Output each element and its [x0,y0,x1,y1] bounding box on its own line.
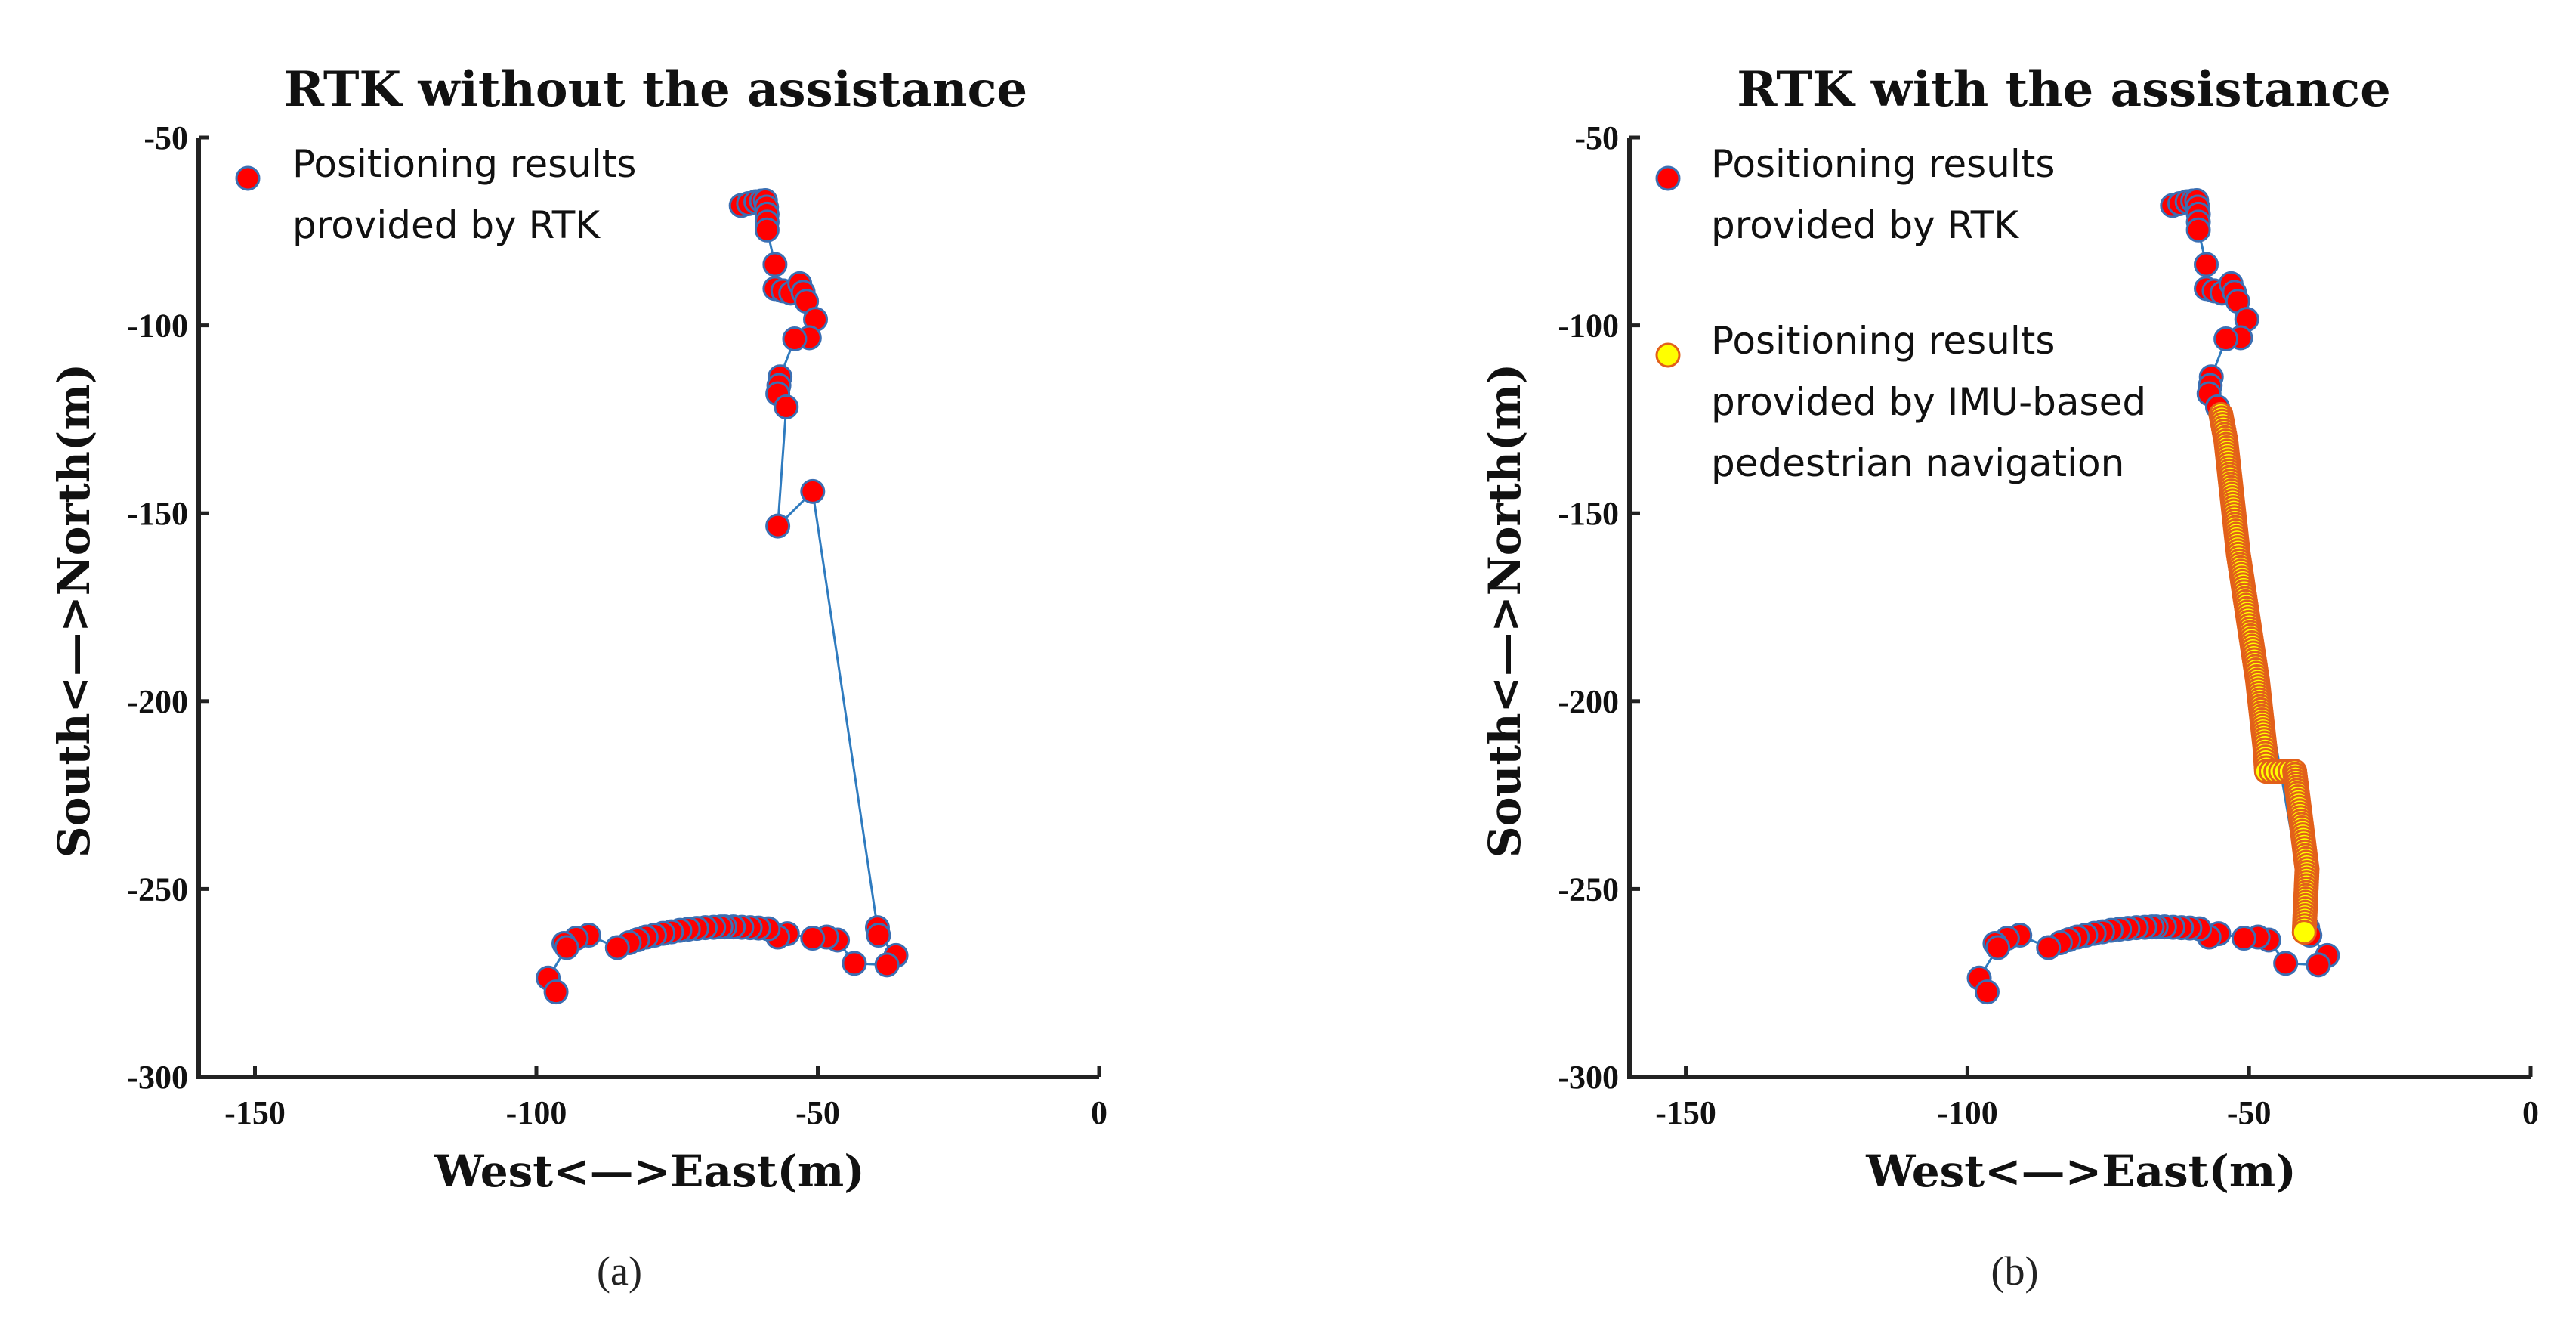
caption: (b) [1991,1248,2039,1294]
data-point [2291,920,2317,945]
y-tick-label: -100 [127,308,188,345]
y-tick-label: -250 [1558,871,1619,908]
legend-marker [235,165,261,191]
x-tick-label: 0 [1091,1094,1107,1131]
data-point [2194,252,2219,277]
data-point [2273,951,2299,976]
legend-label: pedestrian navigation [1711,441,2124,485]
data-point [2213,326,2239,351]
y-tick-label: -150 [1558,495,1619,532]
data-point [604,935,630,960]
x-axis-label: West<—>East(m) [434,1146,864,1197]
data-point [554,935,579,960]
legend-marker [1655,165,1681,191]
data-point [2036,935,2062,960]
legend-label: provided by RTK [292,203,601,247]
data-point [2185,217,2211,243]
y-tick-label: -300 [127,1059,188,1096]
legend-label: provided by RTK [1711,203,2019,247]
y-tick-label: -100 [1558,308,1619,345]
data-point [1985,935,2011,960]
data-point [2306,952,2331,978]
y-tick-label: -150 [127,495,188,532]
data-point [765,513,791,539]
x-tick-label: -50 [795,1094,840,1131]
caption: (a) [597,1248,642,1294]
legend-marker [1655,342,1681,368]
data-point [782,326,808,351]
legend-label: Positioning results [292,142,636,186]
x-tick-label: -50 [2227,1094,2272,1131]
x-tick-label: 0 [2522,1094,2539,1131]
y-tick-label: -200 [1558,683,1619,720]
data-point [762,252,788,277]
data-point [842,951,867,976]
data-point [866,923,891,948]
data-point [2231,926,2256,951]
series-line [546,199,898,993]
x-tick-label: -100 [1937,1094,1998,1131]
chart-title: RTK without the assistance [284,61,1027,118]
y-tick-label: -250 [127,871,188,908]
data-point [774,394,799,419]
y-axis-label: South<—>North(m) [48,363,100,858]
data-point [1974,979,2000,1005]
data-point [754,217,780,243]
x-tick-label: -100 [506,1094,567,1131]
panel-a: RTK without the assistance West<—>East(m… [48,61,1107,1294]
data-point [543,979,569,1005]
legend-label: Positioning results [1711,319,2055,363]
x-tick-label: -150 [1655,1094,1716,1131]
y-tick-label: -300 [1558,1059,1619,1096]
panel-b: RTK with the assistance West<—>East(m) S… [1479,61,2539,1294]
y-axis-label: South<—>North(m) [1479,363,1530,858]
legend-label: provided by IMU-based [1711,380,2146,424]
data-point [874,952,900,978]
data-point [800,926,826,951]
y-tick-label: -50 [1574,119,1619,156]
y-tick-label: -200 [127,683,188,720]
y-tick-label: -50 [144,119,188,156]
x-axis-label: West<—>East(m) [1865,1146,2296,1197]
x-tick-label: -150 [224,1094,286,1131]
data-point [800,478,826,504]
legend-label: Positioning results [1711,142,2055,186]
chart-title: RTK with the assistance [1737,61,2391,118]
